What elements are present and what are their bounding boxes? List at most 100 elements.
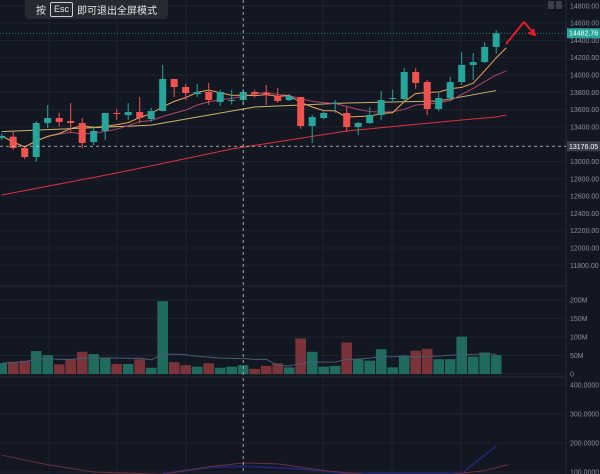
- price-axis-label: 13800.00: [570, 90, 599, 97]
- candle-down: [412, 71, 420, 83]
- candle-up: [435, 98, 443, 109]
- ma20-line: [1, 90, 497, 133]
- volume-axis-label: 0: [570, 372, 574, 379]
- volume-axis-label: 100M: [570, 335, 588, 342]
- volume-bar: [272, 363, 283, 374]
- candle-up: [389, 98, 397, 100]
- volume-bar: [398, 355, 410, 374]
- candle-up: [400, 71, 408, 99]
- candle-up: [308, 117, 316, 127]
- price-axis-label: 12000.00: [570, 246, 599, 253]
- volume-bar: [375, 349, 387, 374]
- volume-bar: [249, 368, 260, 374]
- candle-up: [216, 91, 224, 102]
- candle-down: [423, 82, 431, 109]
- price-axis-label: 14000.00: [570, 73, 599, 80]
- volume-bar: [433, 359, 444, 374]
- candle-down: [78, 123, 86, 143]
- candle-down: [205, 91, 213, 100]
- toast-suffix: 即可退出全屏模式: [77, 6, 157, 17]
- volume-axis-label: 200M: [570, 298, 588, 305]
- volume-bar: [421, 348, 433, 374]
- candle-down: [136, 112, 144, 118]
- volume-bar: [76, 351, 88, 374]
- esc-key-badge: Esc: [49, 2, 73, 17]
- indicator-axis-label: 100.0000: [570, 470, 599, 474]
- candle-down: [262, 92, 270, 95]
- candle-up: [159, 78, 167, 111]
- volume-bar: [145, 367, 157, 374]
- drawn-arrow-icon: [505, 21, 536, 45]
- volume-bar: [329, 365, 341, 374]
- volume-bar: [479, 352, 490, 374]
- candle-up: [366, 115, 374, 124]
- crosshair-price-badge: [567, 141, 600, 152]
- candle-up: [469, 62, 477, 65]
- price-axis-label: 12400.00: [570, 211, 599, 218]
- candle-down: [67, 121, 75, 124]
- volume-bar: [203, 363, 214, 374]
- volume-bar: [122, 364, 134, 374]
- candle-up: [458, 64, 466, 83]
- volume-bar: [7, 361, 19, 374]
- candle-up: [124, 112, 132, 116]
- volume-axis-label: 150M: [570, 316, 588, 323]
- volume-bar: [364, 360, 375, 374]
- candle-up: [354, 123, 362, 127]
- volume-bar: [352, 359, 364, 374]
- indicator-axis-label: 300.0000: [570, 412, 599, 419]
- volume-bar: [53, 364, 65, 374]
- candle-up: [101, 112, 109, 131]
- volume-bar: [111, 364, 122, 374]
- candle-up: [32, 123, 40, 158]
- volume-bar: [180, 365, 191, 374]
- candle-down: [55, 117, 63, 122]
- volume-bar: [283, 367, 295, 374]
- candle-up: [147, 110, 155, 120]
- volume-bar: [42, 355, 53, 374]
- candle-down: [251, 91, 259, 95]
- candle-up: [481, 46, 489, 63]
- candle-up: [320, 112, 328, 118]
- price-axis-label: 13400.00: [570, 124, 599, 131]
- candle-up: [377, 99, 385, 116]
- candle-up: [285, 96, 293, 100]
- volume-bar: [306, 351, 318, 374]
- volume-axis-label: 50M: [570, 353, 584, 360]
- last-price-badge: [567, 28, 600, 39]
- volume-bar: [456, 336, 467, 374]
- candle-up: [331, 102, 339, 104]
- volume-ma-line: [1, 353, 497, 367]
- volume-bar: [260, 365, 272, 374]
- price-axis-label: 13600.00: [570, 107, 599, 114]
- price-axis-label: 14800.00: [570, 3, 599, 10]
- volume-bar: [387, 367, 398, 374]
- last-price-label: 14482.76: [569, 31, 598, 38]
- price-axis-label: 11800.00: [570, 263, 599, 270]
- candle-down: [182, 87, 190, 93]
- volume-bar: [65, 359, 76, 374]
- volume-bar: [226, 366, 237, 374]
- price-axis-label: 14400.00: [570, 38, 599, 45]
- toast-prefix: 按: [35, 6, 46, 17]
- volume-bar: [467, 356, 479, 374]
- volume-bar: [237, 365, 249, 374]
- candle-up: [193, 91, 201, 95]
- candle-down: [297, 96, 305, 127]
- candle-up: [446, 82, 454, 99]
- price-axis-label: 12200.00: [570, 228, 599, 235]
- volume-bar: [88, 354, 99, 374]
- layout-icon[interactable]: [548, 1, 562, 9]
- candle-up: [228, 99, 236, 101]
- candle-down: [343, 112, 351, 127]
- candle-up: [0, 135, 6, 138]
- indicator-line-1: [1, 454, 508, 474]
- candle-up: [492, 33, 500, 47]
- volume-bar: [490, 355, 502, 374]
- volume-bar: [318, 366, 329, 374]
- candle-down: [21, 148, 29, 158]
- volume-bar: [410, 350, 421, 374]
- price-axis-label: 13000.00: [570, 159, 599, 166]
- volume-bar: [134, 359, 145, 374]
